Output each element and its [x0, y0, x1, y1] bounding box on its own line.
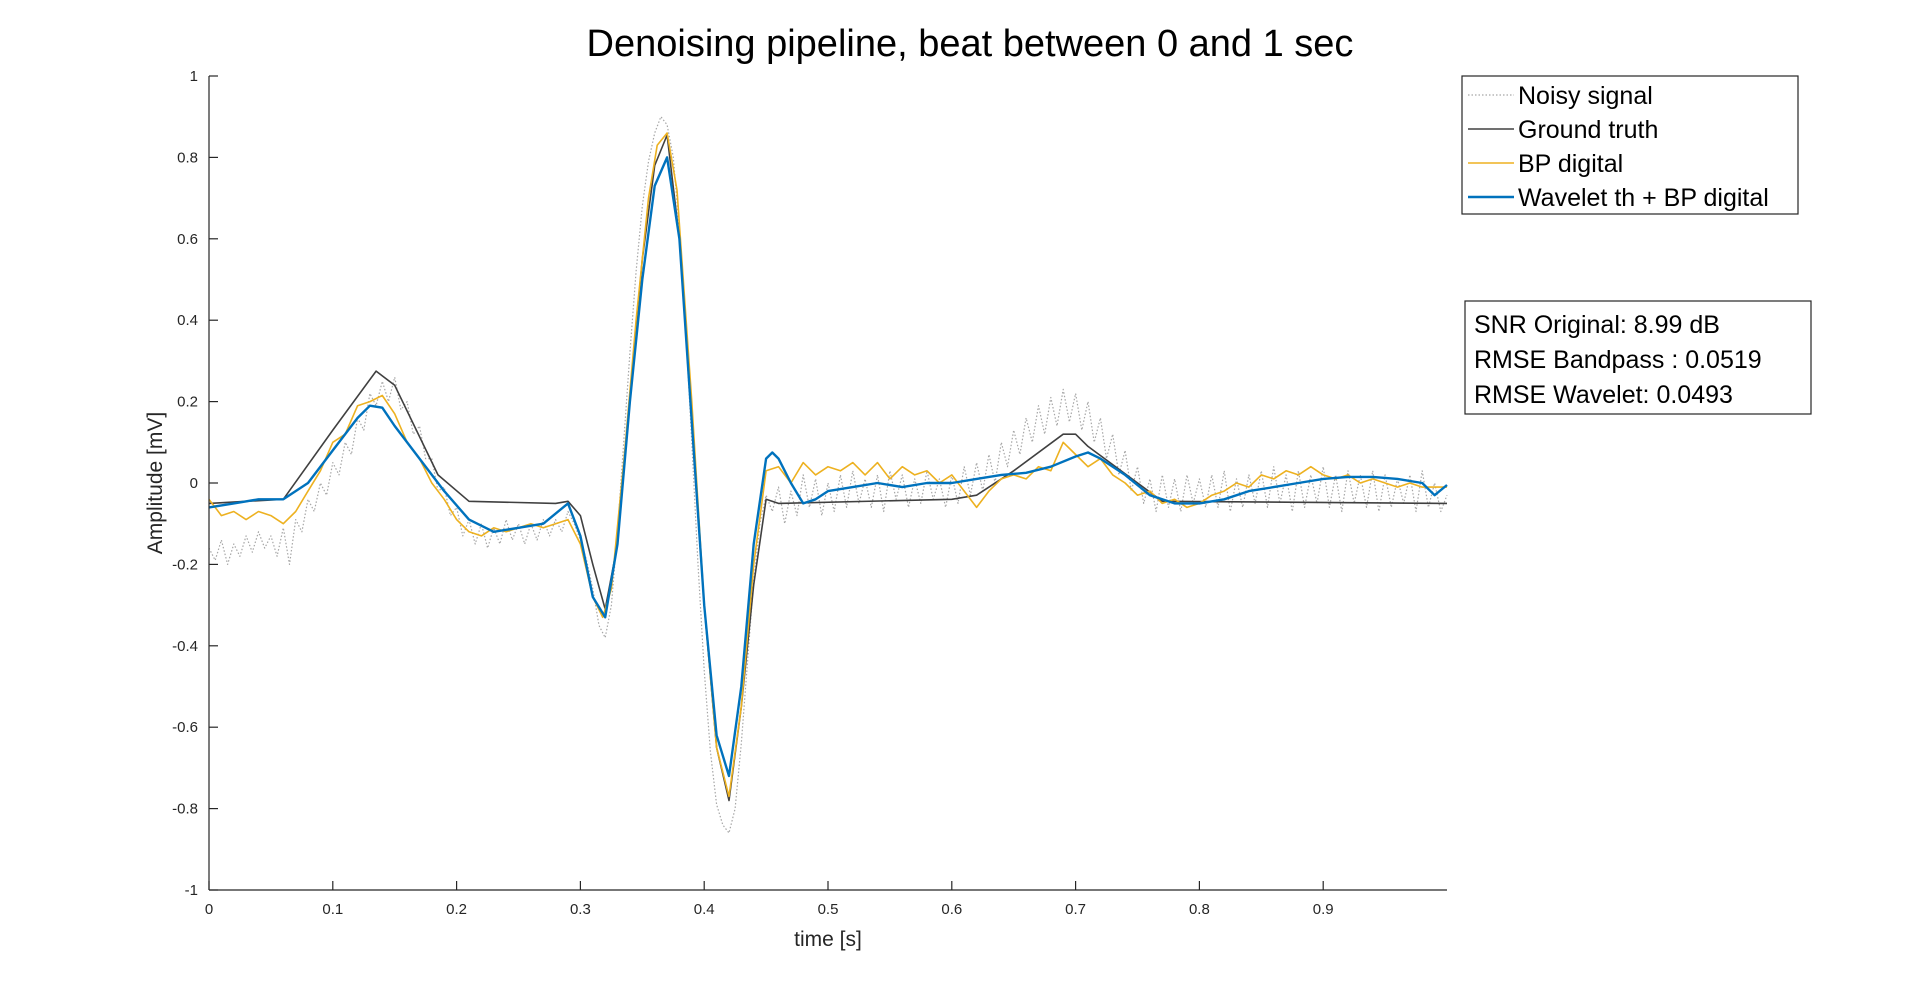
plot-area: -1 -0.8 -0.6 -0.4 -0.2 0 0.2 0.4 0.6 0.8 1 0 0.1 0.2…: [172, 68, 1448, 918]
legend: Noisy signal Ground truth BP digital Wavele…: [1461, 75, 1799, 215]
x-tick-label: 0.5: [818, 901, 839, 918]
stats-snr-original: SNR Original: 8.99 dB: [1474, 311, 1720, 339]
y-tick-label: 0: [190, 475, 198, 492]
x-tick-label: 0.7: [1065, 901, 1086, 918]
y-axis-label: Amplitude [mV]: [144, 412, 167, 554]
stats-annotation: SNR Original: 8.99 dB RMSE Bandpass : 0.…: [1464, 300, 1812, 415]
x-tick-label: 0.3: [570, 901, 591, 918]
x-ticks: 0 0.1 0.2 0.3 0.4 0.5 0.6 0.7 0.8 0.9: [205, 881, 1334, 918]
legend-box: [1461, 75, 1799, 215]
x-tick-label: 0.6: [941, 901, 962, 918]
x-tick-label: 0.4: [694, 901, 715, 918]
stats-box-frame: [1464, 300, 1812, 415]
x-axis-label: time [s]: [794, 928, 862, 951]
y-ticks: -1 -0.8 -0.6 -0.4 -0.2 0 0.2 0.4 0.6 0.8 1: [172, 68, 218, 899]
legend-entries: Noisy signal Ground truth BP digital Wavele…: [1468, 82, 1769, 212]
y-tick-label: -0.4: [172, 638, 198, 655]
x-tick-label: 0: [205, 901, 213, 918]
legend-label: Ground truth: [1518, 116, 1658, 144]
y-tick-label: -1: [185, 882, 198, 899]
y-tick-label: 0.4: [177, 312, 198, 329]
y-tick-label: 1: [190, 68, 198, 85]
y-tick-label: 0.6: [177, 231, 198, 248]
x-tick-label: 0.2: [446, 901, 467, 918]
x-tick-label: 0.9: [1313, 901, 1334, 918]
legend-label: Wavelet th + BP digital: [1518, 184, 1769, 212]
x-tick-label: 0.1: [322, 901, 343, 918]
y-tick-label: 0.2: [177, 394, 198, 411]
series-line-wavelet-th-bp-digital: [208, 156, 1448, 778]
y-tick-label: -0.6: [172, 719, 198, 736]
legend-label: BP digital: [1518, 150, 1623, 178]
legend-label: Noisy signal: [1518, 82, 1653, 110]
series-line-ground-truth: [208, 134, 1448, 802]
stats-rmse-wavelet: RMSE Wavelet: 0.0493: [1474, 381, 1733, 409]
x-tick-label: 0.8: [1189, 901, 1210, 918]
y-tick-label: -0.8: [172, 801, 198, 818]
y-tick-label: -0.2: [172, 556, 198, 573]
series-group: [208, 116, 1448, 834]
y-tick-label: 0.8: [177, 149, 198, 166]
chart-title: Denoising pipeline, beat between 0 and 1…: [587, 23, 1354, 65]
stats-rmse-bandpass: RMSE Bandpass : 0.0519: [1474, 346, 1762, 374]
